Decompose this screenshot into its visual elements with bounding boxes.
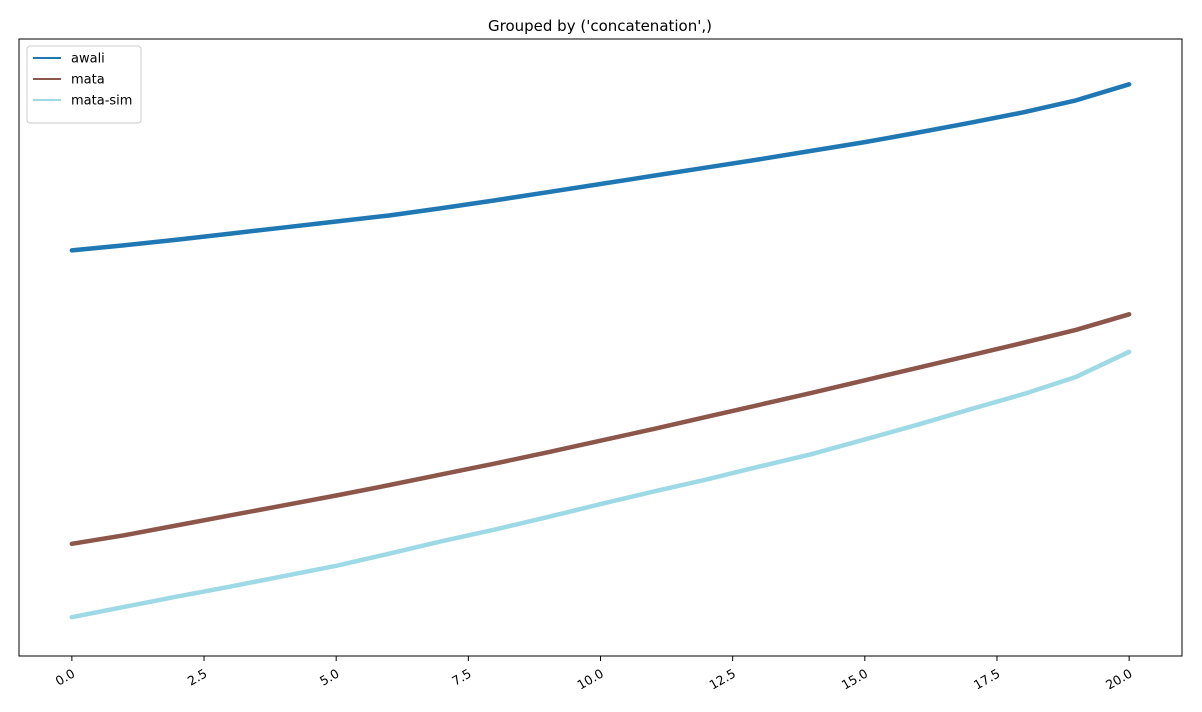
legend-label-mata-sim: mata-sim bbox=[71, 94, 132, 109]
series-line-awali bbox=[69, 82, 1132, 253]
legend: awali mata mata-sim bbox=[26, 45, 142, 124]
x-tick-label: 12.5 bbox=[707, 666, 739, 693]
x-tick-label: 17.5 bbox=[971, 666, 1003, 693]
series-layer bbox=[69, 82, 1132, 620]
legend-frame bbox=[26, 45, 142, 124]
x-tick-label: 2.5 bbox=[185, 666, 210, 689]
series-line-mata bbox=[69, 312, 1132, 547]
x-axis: 0.0 2.5 5.0 7.5 10.0 12.5 15.0 17.5 20.0 bbox=[53, 656, 1135, 693]
x-tick-label: 0.0 bbox=[53, 666, 78, 689]
legend-label-awali: awali bbox=[71, 52, 105, 67]
series-line-mata-sim bbox=[69, 349, 1132, 620]
x-tick-label: 7.5 bbox=[449, 666, 474, 689]
chart-title: Grouped by ('concatenation',) bbox=[488, 17, 712, 35]
x-tick-label: 15.0 bbox=[839, 666, 871, 693]
plot-area bbox=[19, 39, 1182, 656]
legend-label-mata: mata bbox=[71, 73, 105, 88]
x-tick-label: 10.0 bbox=[574, 666, 606, 693]
x-tick-label: 5.0 bbox=[317, 666, 342, 689]
x-tick-label: 20.0 bbox=[1103, 666, 1135, 693]
